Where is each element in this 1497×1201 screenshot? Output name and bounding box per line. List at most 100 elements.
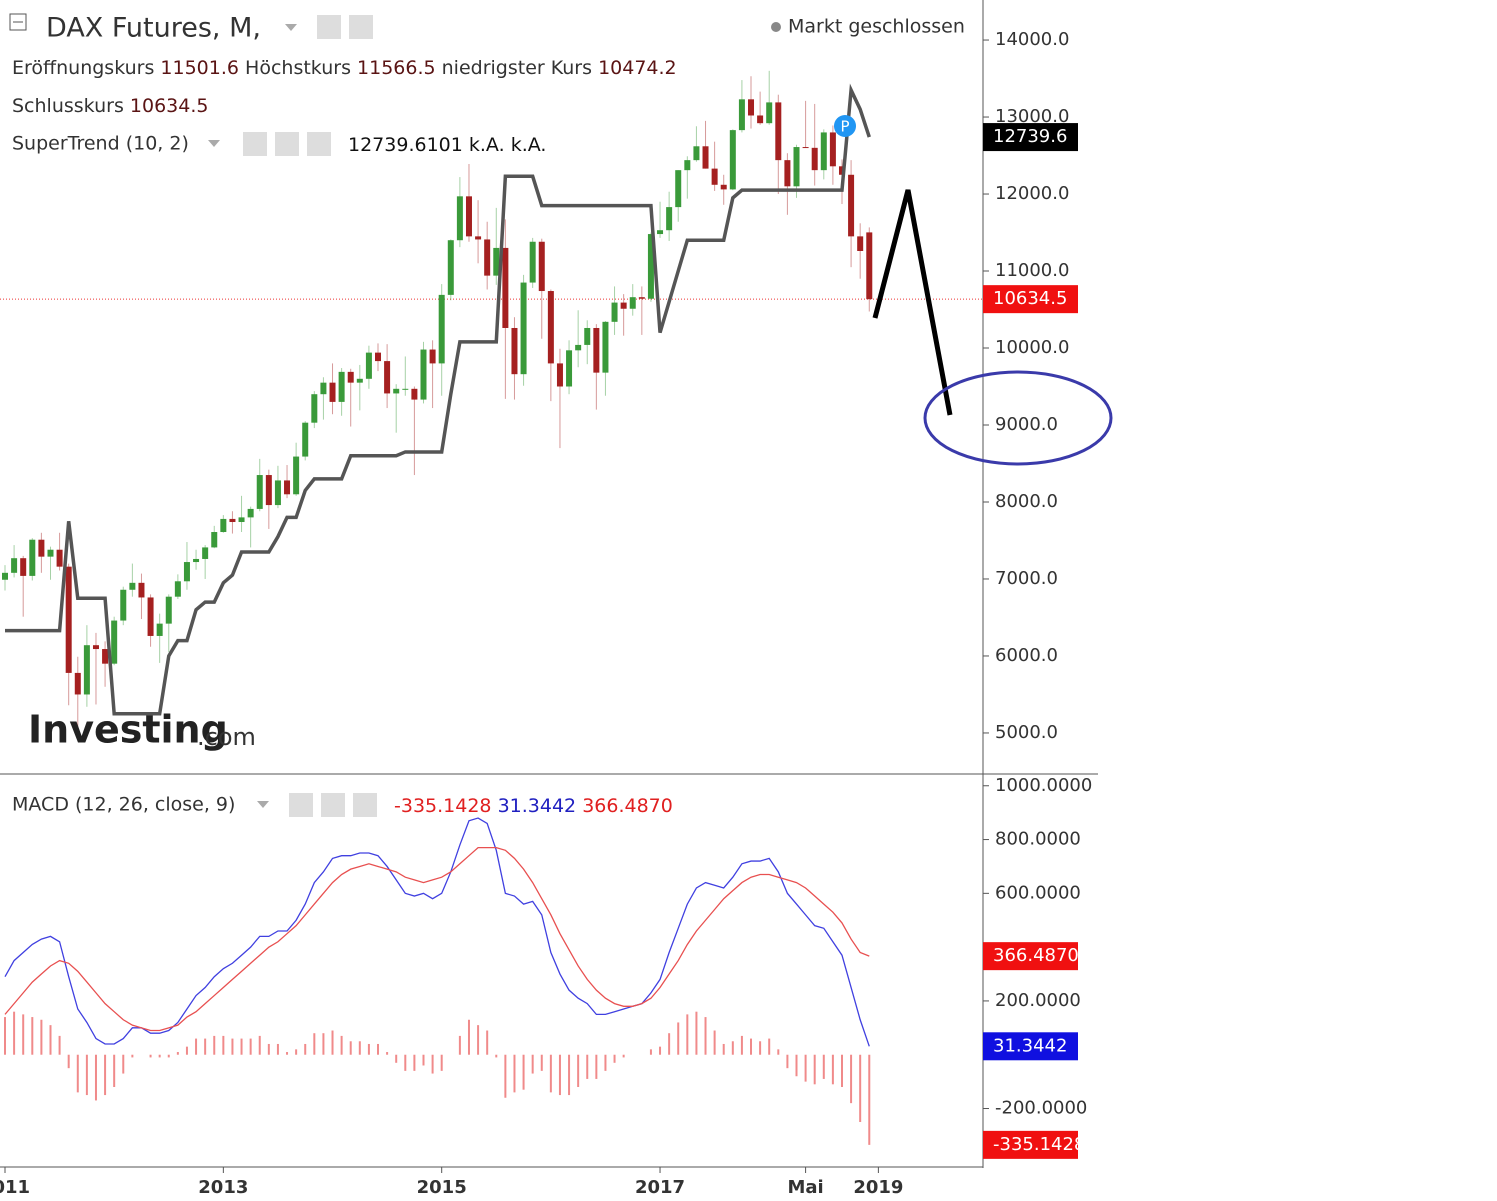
candle-body bbox=[593, 327, 600, 373]
candle-body bbox=[229, 518, 236, 523]
candle-body bbox=[274, 480, 281, 506]
candle-body bbox=[829, 132, 836, 167]
candle-body bbox=[47, 549, 54, 557]
candle-body bbox=[238, 517, 245, 523]
candle-body bbox=[338, 371, 345, 402]
candle-body bbox=[620, 302, 627, 309]
candle-body bbox=[384, 361, 391, 394]
candle-body bbox=[456, 196, 463, 241]
ohlc-label: Höchstkurs bbox=[245, 57, 351, 79]
settings-icon[interactable] bbox=[349, 15, 373, 39]
price-tag bbox=[983, 1032, 1078, 1061]
candle-body bbox=[793, 147, 800, 187]
candle-body bbox=[866, 232, 873, 300]
ohlc-value: 10474.2 bbox=[598, 57, 677, 79]
settings-icon[interactable] bbox=[289, 793, 313, 817]
dropdown-icon[interactable] bbox=[208, 140, 220, 147]
collapse-icon[interactable] bbox=[9, 13, 27, 31]
price-tag bbox=[983, 123, 1078, 152]
remove-icon[interactable] bbox=[307, 132, 331, 156]
y-tick-label: -200.0000 bbox=[995, 1098, 1087, 1119]
price-tag-label: 31.3442 bbox=[993, 1035, 1067, 1056]
candle-body bbox=[438, 294, 445, 364]
indicator-value: -335.1428 bbox=[394, 795, 492, 817]
candle-body bbox=[220, 518, 227, 533]
candle-body bbox=[684, 160, 691, 171]
candle-body bbox=[83, 645, 90, 695]
candle-body bbox=[320, 382, 327, 395]
candle-body bbox=[284, 480, 291, 495]
candle-body bbox=[766, 102, 773, 124]
candle-body bbox=[547, 291, 554, 364]
candle-body bbox=[29, 539, 36, 576]
drawn-ellipse bbox=[923, 370, 1113, 466]
drawn-arrow bbox=[872, 189, 953, 416]
indicator-value: 12739.6101 bbox=[348, 134, 463, 156]
candle-body bbox=[757, 115, 764, 124]
y-tick-label: 600.0000 bbox=[995, 882, 1081, 903]
settings-icon[interactable] bbox=[317, 15, 341, 39]
candle-body bbox=[329, 382, 336, 402]
event-marker bbox=[834, 115, 856, 137]
candle-body bbox=[147, 597, 154, 636]
y-tick-label: 10000.0 bbox=[995, 337, 1069, 358]
watermark: Investing bbox=[28, 708, 228, 752]
event-marker-label: P bbox=[840, 118, 849, 136]
candle-body bbox=[556, 363, 563, 387]
y-tick-label: 5000.0 bbox=[995, 722, 1058, 743]
macd-line bbox=[4, 846, 870, 1032]
candle-body bbox=[720, 184, 727, 190]
indicator-value: 31.3442 bbox=[498, 795, 577, 817]
candle-body bbox=[529, 241, 536, 283]
candle-body bbox=[56, 549, 63, 567]
indicator-name: SuperTrend (10, 2) bbox=[12, 133, 189, 155]
indicator-value: k.A. bbox=[469, 134, 505, 156]
x-tick-label: Mai bbox=[787, 1177, 823, 1198]
y-tick-label: 8000.0 bbox=[995, 491, 1058, 512]
candle-body bbox=[811, 147, 818, 171]
candle-body bbox=[193, 558, 200, 563]
status-dot bbox=[771, 22, 781, 32]
x-tick-label: 2011 bbox=[0, 1177, 30, 1198]
ohlc-value: 11566.5 bbox=[357, 57, 436, 79]
settings-icon[interactable] bbox=[243, 132, 267, 156]
overlay: 12739.6 P 10634.5 -335.1428 31.3442 366.4870 bbox=[834, 115, 1085, 1159]
candle-body bbox=[857, 236, 864, 251]
candle-body bbox=[265, 475, 272, 506]
candle-body bbox=[802, 147, 809, 149]
price-tag bbox=[983, 1130, 1078, 1159]
watermark-suffix: .com bbox=[197, 723, 256, 751]
candle-body bbox=[638, 297, 645, 299]
candle-body bbox=[129, 582, 136, 590]
candle-body bbox=[775, 102, 782, 161]
ohlc-label: Eröffnungskurs 11501.6 Höchstkurs 11566.… bbox=[12, 57, 677, 79]
market-status: Markt geschlossen bbox=[788, 16, 965, 38]
candle-body bbox=[356, 378, 363, 383]
settings-icon[interactable] bbox=[321, 793, 345, 817]
y-tick-label: 1000.0000 bbox=[995, 775, 1092, 796]
candle-body bbox=[493, 247, 500, 276]
candle-body bbox=[211, 532, 218, 548]
candle-body bbox=[20, 558, 27, 576]
settings-icon[interactable] bbox=[275, 132, 299, 156]
remove-icon[interactable] bbox=[353, 793, 377, 817]
candle-body bbox=[611, 302, 618, 322]
candle-body bbox=[120, 589, 127, 621]
dropdown-icon[interactable] bbox=[257, 801, 269, 808]
candle-body bbox=[74, 672, 81, 695]
candle-body bbox=[702, 146, 709, 169]
candle-body bbox=[647, 234, 654, 299]
price-tag-label: -335.1428 bbox=[993, 1134, 1085, 1155]
x-tick-label: 2015 bbox=[417, 1177, 467, 1198]
y-tick-label: 7000.0 bbox=[995, 568, 1058, 589]
candle-body bbox=[447, 240, 454, 295]
y-tick-label: 14000.0 bbox=[995, 29, 1069, 50]
dropdown-icon[interactable] bbox=[285, 24, 297, 31]
candle-body bbox=[102, 649, 109, 664]
chart-title: DAX Futures, M, bbox=[46, 13, 261, 44]
indicator-value: 366.4870 bbox=[582, 795, 673, 817]
price-tag-label: 366.4870 bbox=[993, 945, 1079, 966]
candle-body bbox=[575, 344, 582, 351]
x-tick-label: 2017 bbox=[635, 1177, 685, 1198]
x-tick-label: 2019 bbox=[853, 1177, 903, 1198]
